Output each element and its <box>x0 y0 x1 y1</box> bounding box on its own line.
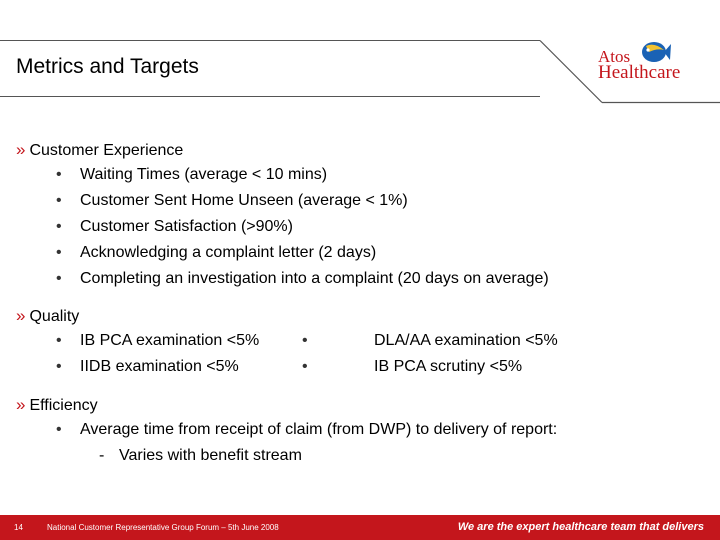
list-item: • Waiting Times (average < 10 mins) <box>56 166 327 184</box>
list-item: • Customer Sent Home Unseen (average < 1%… <box>56 192 408 210</box>
bullet-icon: • <box>302 358 308 375</box>
list-item-text: Customer Satisfaction (>90%) <box>80 218 293 235</box>
list-item: • IB PCA scrutiny <5% <box>302 358 522 376</box>
list-item-text: Average time from receipt of claim (from… <box>80 421 558 438</box>
section-customer-experience: » Customer Experience <box>16 140 183 160</box>
sub-list-item: - Varies with benefit stream <box>99 447 302 465</box>
list-item-text: Waiting Times (average < 10 mins) <box>80 166 328 183</box>
section-heading: Efficiency <box>29 397 98 414</box>
bullet-icon: • <box>56 358 62 375</box>
fish-icon <box>642 42 671 62</box>
chevron-icon: » <box>16 306 26 325</box>
chevron-icon: » <box>16 140 26 159</box>
list-item: • Customer Satisfaction (>90%) <box>56 218 293 236</box>
list-item-text: Completing an investigation into a compl… <box>80 270 549 287</box>
bullet-icon: • <box>302 332 308 349</box>
list-item-text: Customer Sent Home Unseen (average < 1%) <box>80 192 408 209</box>
logo-line-2: Healthcare <box>598 62 681 83</box>
list-item-text: IIDB examination <5% <box>80 358 239 375</box>
page-title: Metrics and Targets <box>16 55 199 78</box>
page-number: 14 <box>14 523 23 532</box>
bullet-icon: • <box>56 244 62 261</box>
list-item: • IB PCA examination <5% <box>56 332 259 350</box>
list-item-text: Acknowledging a complaint letter (2 days… <box>80 244 377 261</box>
list-item: • Average time from receipt of claim (fro… <box>56 421 557 439</box>
footer-forum-text: National Customer Representative Group F… <box>47 523 279 532</box>
bullet-icon: • <box>56 332 62 349</box>
list-item: • DLA/AA examination <5% <box>302 332 558 350</box>
section-quality: » Quality <box>16 306 79 326</box>
list-item-text: IB PCA examination <5% <box>80 332 260 349</box>
section-efficiency: » Efficiency <box>16 395 98 415</box>
list-item-text: DLA/AA examination <5% <box>374 332 558 349</box>
list-item-text: IB PCA scrutiny <5% <box>374 358 523 375</box>
section-heading: Quality <box>29 308 80 325</box>
dash-icon: - <box>99 447 105 464</box>
bullet-icon: • <box>56 218 62 235</box>
list-item: • Acknowledging a complaint letter (2 day… <box>56 244 376 262</box>
list-item: • IIDB examination <5% <box>56 358 239 376</box>
sub-list-item-text: Varies with benefit stream <box>119 447 302 464</box>
bullet-icon: • <box>56 270 62 287</box>
chevron-icon: » <box>16 395 26 414</box>
footer-bar: 14 National Customer Representative Grou… <box>0 515 720 540</box>
bullet-icon: • <box>56 192 62 209</box>
section-heading: Customer Experience <box>29 142 184 159</box>
footer-tagline: We are the expert healthcare team that d… <box>457 521 704 533</box>
list-item: • Completing an investigation into a comp… <box>56 270 549 288</box>
logo-line-1: Atos <box>598 47 631 66</box>
bullet-icon: • <box>56 421 62 438</box>
header-divider <box>0 40 720 104</box>
bullet-icon: • <box>56 166 62 183</box>
